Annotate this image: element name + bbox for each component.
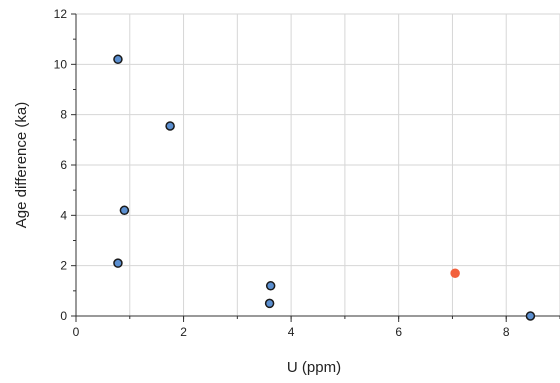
x-tick-label: 6 (395, 325, 402, 339)
x-tick-label: 8 (503, 325, 510, 339)
y-tick-label: 4 (60, 208, 67, 222)
point-layer (113, 54, 536, 321)
y-tick-label: 10 (54, 57, 68, 71)
data-point (265, 281, 276, 291)
x-axis-label: U (ppm) (287, 359, 341, 376)
grid-layer (76, 13, 560, 316)
data-point (165, 121, 175, 131)
data-point (525, 311, 536, 321)
x-tick-label: 2 (180, 325, 187, 339)
data-point (450, 268, 460, 278)
x-tick-label: 0 (73, 325, 80, 339)
y-tick-label: 2 (60, 259, 67, 273)
y-axis-label: Age difference (ka) (13, 102, 30, 228)
y-tick-label: 0 (60, 309, 67, 323)
data-point (264, 298, 275, 309)
x-tick-label: 4 (288, 325, 295, 339)
axis-layer (71, 13, 560, 322)
y-tick-label: 6 (60, 158, 67, 172)
data-point (119, 205, 130, 216)
data-point (113, 54, 123, 65)
y-tick-label: 8 (60, 108, 67, 122)
y-tick-label: 12 (54, 7, 68, 21)
data-point (113, 258, 123, 268)
tick-label-layer: 0 2 4 6 8 10 12 0 2 4 6 8 (54, 7, 510, 339)
